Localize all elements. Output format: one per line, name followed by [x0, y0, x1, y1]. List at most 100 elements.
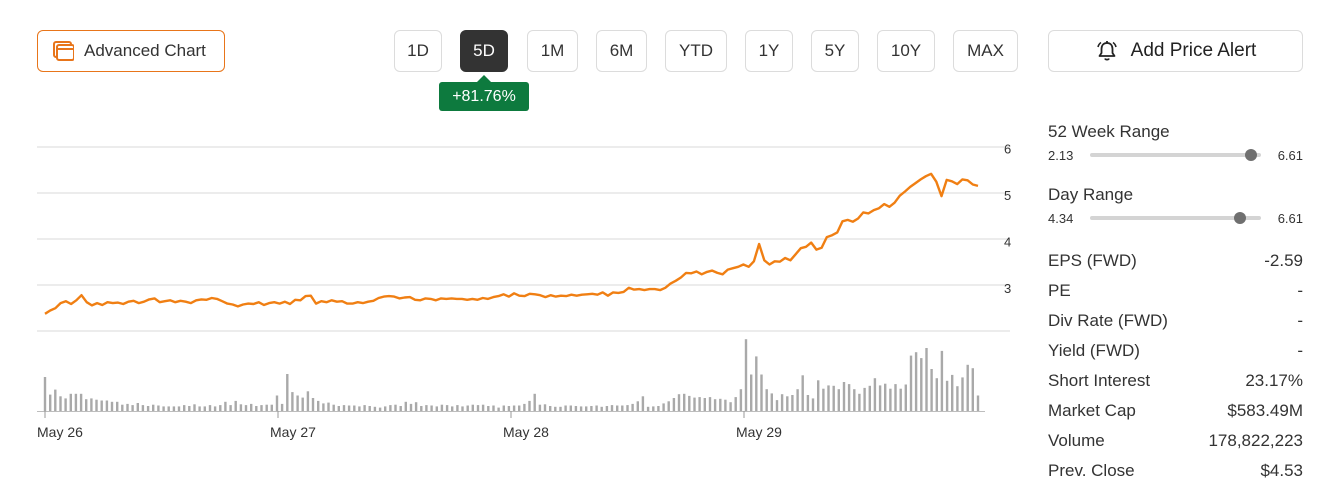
volume-bar	[518, 405, 521, 411]
volume-bar	[146, 406, 150, 411]
price-line-layer	[44, 172, 979, 315]
volume-bar	[337, 406, 340, 411]
advanced-chart-button[interactable]: Advanced Chart	[37, 30, 225, 72]
volume-bar	[672, 398, 676, 411]
week52-range-title: 52 Week Range	[1048, 122, 1170, 141]
volume-bar	[858, 393, 861, 411]
range-button-max[interactable]: MAX	[953, 30, 1018, 72]
stat-value: -	[1297, 341, 1303, 360]
volume-bar	[533, 393, 536, 411]
volume-bar	[466, 405, 469, 411]
volume-bar	[564, 405, 567, 411]
stat-label: EPS (FWD)	[1048, 251, 1137, 270]
stat-value: 178,822,223	[1208, 431, 1303, 450]
volume-bar	[610, 405, 614, 411]
volume-bar	[265, 404, 268, 411]
volume-bar	[729, 402, 732, 411]
volume-bar	[528, 400, 531, 411]
volume-bar	[631, 403, 634, 411]
stat-value: $4.53	[1260, 461, 1303, 480]
volume-bar	[760, 374, 763, 411]
volume-bar	[543, 404, 547, 411]
volume-bar	[131, 405, 134, 411]
volume-bar	[172, 406, 176, 411]
volume-bar	[559, 406, 562, 411]
week52-high: 6.61	[1277, 147, 1303, 163]
price-line	[44, 172, 979, 315]
volume-bar	[260, 405, 263, 411]
volume-bar	[770, 393, 773, 411]
volume-bar	[636, 401, 639, 411]
volume-bar	[270, 404, 273, 411]
volume-bar	[141, 405, 145, 411]
range-button-ytd[interactable]: YTD	[665, 30, 727, 72]
volume-bar	[162, 406, 165, 411]
range-button-10y[interactable]: 10Y	[877, 30, 935, 72]
volume-bar	[873, 378, 877, 411]
volume-bar	[827, 385, 830, 411]
change-badge: +81.76%	[439, 75, 529, 111]
volume-bar	[641, 396, 645, 411]
range-button-6m[interactable]: 6M	[596, 30, 647, 72]
week52-range: 52 Week Range 2.13 6.61	[1048, 120, 1303, 183]
volume-bar	[605, 406, 609, 411]
volume-bar	[791, 395, 794, 411]
volume-bar	[414, 402, 418, 411]
volume-bar	[976, 395, 980, 411]
volume-bar	[126, 403, 129, 411]
volume-bar	[368, 406, 371, 411]
volume-bar	[502, 405, 505, 411]
add-price-alert-button[interactable]: Add Price Alert	[1048, 30, 1303, 72]
volume-bar	[744, 339, 748, 411]
chart-window-icon	[53, 41, 74, 61]
volume-bar	[317, 400, 320, 411]
volume-bar	[765, 389, 768, 411]
day-low: 4.34	[1048, 210, 1074, 226]
volume-bar	[971, 368, 974, 411]
volume-bar	[198, 406, 201, 411]
volume-bar	[755, 356, 758, 411]
volume-bar	[837, 389, 840, 411]
x-date-label: May 28	[503, 424, 549, 440]
volume-bar	[445, 405, 449, 411]
volume-bar	[734, 397, 737, 411]
range-button-1d[interactable]: 1D	[394, 30, 442, 72]
volume-bar	[497, 407, 500, 411]
range-button-5d[interactable]: 5D	[460, 30, 508, 72]
bell-icon	[1096, 41, 1117, 61]
day-range-title: Day Range	[1048, 185, 1134, 204]
volume-bar	[311, 398, 315, 411]
volume-bar	[677, 394, 681, 411]
volume-bar	[157, 405, 160, 411]
volume-bar	[662, 403, 665, 411]
volume-bar	[342, 405, 346, 411]
volume-bar	[116, 401, 119, 411]
volume-bar	[966, 364, 969, 411]
volume-bar	[652, 406, 655, 411]
range-button-1m[interactable]: 1M	[527, 30, 578, 72]
volume-bar	[54, 389, 57, 411]
volume-bar	[935, 378, 938, 411]
volume-bar	[811, 398, 815, 411]
range-button-1y[interactable]: 1Y	[745, 30, 793, 72]
volume-bar	[832, 385, 835, 411]
volume-bar	[136, 403, 139, 411]
volume-bar	[286, 374, 289, 411]
volume-bar	[177, 406, 181, 411]
volume-bar	[961, 377, 964, 411]
volume-bar	[208, 405, 212, 411]
volume-bar	[203, 406, 206, 411]
volume-bar	[538, 404, 542, 411]
volume-bar	[322, 403, 325, 411]
volume-bar	[399, 406, 402, 411]
stat-row-pe: PE -	[1048, 276, 1303, 306]
range-button-5y[interactable]: 5Y	[811, 30, 859, 72]
volume-bar	[724, 399, 727, 411]
add-price-alert-label: Add Price Alert	[1130, 40, 1257, 61]
y-tick-label: 6	[1004, 142, 1011, 157]
advanced-chart-label: Advanced Chart	[84, 41, 206, 60]
volume-bar	[193, 404, 196, 411]
y-tick-label: 4	[1004, 235, 1011, 250]
volume-bar	[796, 389, 799, 411]
volume-bar	[847, 384, 851, 411]
